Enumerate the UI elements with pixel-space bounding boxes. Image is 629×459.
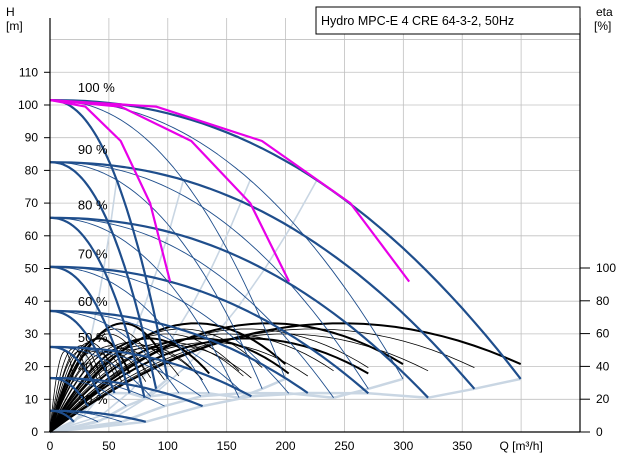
speed-label: 50 % — [78, 330, 108, 345]
speed-label: 90 % — [78, 142, 108, 157]
head-curve — [50, 309, 309, 394]
y-axis-label-unit: [m] — [6, 19, 23, 33]
head-curve — [49, 217, 334, 398]
y-tick-label: 40 — [25, 294, 39, 308]
head-curve — [49, 376, 204, 408]
y2-tick-labels: 0 20 40 60 80 100 — [580, 261, 616, 439]
head-curve — [49, 161, 263, 389]
head-curve — [49, 99, 286, 380]
head-curve — [49, 161, 158, 390]
system-curve — [49, 99, 411, 283]
y2-axis-label-unit: [%] — [594, 19, 611, 33]
y2-tick-label: 20 — [596, 392, 610, 406]
speed-label: 30 % — [78, 392, 108, 407]
x-tick-label: 350 — [452, 439, 472, 453]
axes — [49, 18, 581, 433]
head-curve — [50, 310, 180, 394]
y-tick-label: 50 — [25, 261, 39, 275]
efficiency-curve — [49, 350, 123, 433]
head-curve — [49, 161, 369, 390]
efficiency-curve — [49, 337, 290, 433]
system-curve — [49, 99, 291, 283]
head-curve — [49, 99, 169, 380]
speed-label: 40 % — [78, 360, 108, 375]
chart-title: Hydro MPC-E 4 CRE 64-3-2, 50Hz — [321, 14, 514, 28]
y-tick-label: 0 — [31, 425, 38, 439]
y2-axis-label-name: eta — [596, 5, 613, 19]
x-tick-label: Q [m³/h] — [499, 439, 542, 453]
x-tick-label: 100 — [158, 439, 178, 453]
x-tick-label: 300 — [393, 439, 413, 453]
x-tick-label: 250 — [334, 439, 354, 453]
head-curve — [49, 216, 429, 399]
y-tick-label: 100 — [18, 98, 38, 112]
x-tick-label: 50 — [102, 439, 116, 453]
y-axis-label-name: H — [6, 5, 15, 19]
speed-labels: 100 % 90 % 80 % 70 % 60 % 50 % 40 % 30 % — [78, 80, 115, 407]
head-curve — [49, 161, 476, 390]
head-curve — [50, 345, 252, 398]
system-curves — [49, 99, 411, 283]
head-curve — [50, 409, 147, 423]
head-curve — [50, 265, 370, 395]
y-tick-label: 60 — [25, 229, 39, 243]
y-tick-label: 90 — [25, 131, 39, 145]
y2-tick-label: 100 — [596, 261, 616, 275]
head-curve — [50, 266, 210, 394]
title-box — [315, 6, 581, 35]
head-curve — [50, 266, 290, 394]
y-tick-label: 10 — [25, 392, 39, 406]
y-tick-label: 30 — [25, 327, 39, 341]
y-tick-label: 80 — [25, 163, 39, 177]
efficiency-curve — [49, 328, 369, 433]
efficiency-curve — [49, 350, 99, 433]
x-tick-label: 200 — [276, 439, 296, 453]
y-tick-label: 20 — [25, 360, 39, 374]
x-tick-labels: 0 50 100 150 200 250 300 350 Q [m³/h] — [47, 439, 543, 453]
y-tick-labels: 0 10 20 30 40 50 60 70 80 90 100 110 — [18, 65, 50, 439]
y2-tick-label: 40 — [596, 359, 610, 373]
y2-tick-label: 80 — [596, 294, 610, 308]
x-tick-label: 150 — [217, 439, 237, 453]
y2-tick-label: 60 — [596, 327, 610, 341]
efficiency-curve — [49, 322, 522, 433]
speed-label: 100 % — [78, 80, 115, 95]
head-curve — [50, 309, 116, 394]
y-tick-label: 110 — [19, 65, 38, 79]
y2-tick-label: 0 — [596, 425, 603, 439]
speed-label: 80 % — [78, 198, 108, 213]
system-curve — [49, 99, 172, 282]
efficiency-curve — [49, 322, 286, 433]
efficiency-curve — [49, 347, 203, 433]
y-tick-label: 70 — [25, 196, 39, 210]
speed-label: 60 % — [78, 294, 108, 309]
efficiency-curve — [49, 322, 169, 433]
x-tick-label: 0 — [47, 439, 54, 453]
speed-label: 70 % — [78, 247, 108, 262]
